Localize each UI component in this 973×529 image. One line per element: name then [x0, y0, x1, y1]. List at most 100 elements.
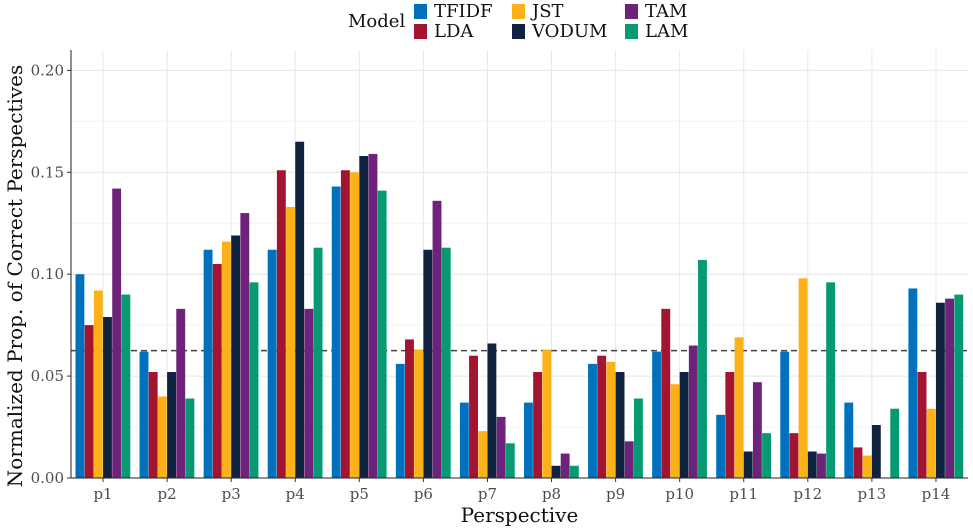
legend-swatch-lda	[414, 24, 427, 39]
bar-jst-p11	[734, 337, 744, 478]
legend-title: Model	[348, 11, 405, 32]
bar-tam-p4	[304, 308, 314, 478]
bar-tfidf-p13	[844, 402, 854, 478]
bar-tfidf-p10	[652, 351, 662, 478]
legend-label-lam: LAM	[645, 21, 688, 42]
bar-lda-p3	[212, 264, 222, 478]
bar-lda-p9	[597, 355, 607, 478]
bar-jst-p6	[414, 349, 424, 478]
bar-tfidf-p6	[395, 363, 405, 478]
bar-lda-p13	[853, 447, 863, 478]
bar-lam-p14	[954, 294, 964, 478]
bar-lda-p8	[533, 372, 543, 478]
bar-lam-p11	[762, 433, 772, 478]
bar-jst-p8	[542, 349, 552, 478]
bar-lam-p9	[633, 398, 643, 478]
x-tick-label-p6: p6	[414, 485, 433, 503]
bar-tam-p14	[945, 298, 955, 478]
y-axis-title: Normalized Prop. of Correct Perspectives	[3, 65, 27, 487]
bar-vodum-p10	[679, 372, 689, 478]
bar-vodum-p6	[423, 249, 433, 478]
bar-tam-p2	[176, 308, 186, 478]
bar-tfidf-p4	[267, 249, 277, 478]
x-tick-label-p1: p1	[93, 485, 112, 503]
bar-lda-p2	[148, 372, 158, 478]
bar-lda-p11	[725, 372, 735, 478]
bar-tfidf-p7	[459, 402, 469, 478]
bar-tfidf-p5	[331, 186, 341, 479]
x-axis-title: Perspective	[461, 503, 579, 527]
bar-lam-p8	[569, 465, 579, 478]
legend-swatch-lam	[625, 24, 638, 39]
bar-vodum-p11	[743, 451, 753, 478]
bar-vodum-p13	[871, 425, 881, 478]
legend-label-tfidf: TFIDF	[434, 1, 493, 22]
bar-jst-p3	[221, 241, 231, 478]
bar-vodum-p8	[551, 465, 561, 478]
x-tick-label-p13: p13	[858, 485, 887, 503]
bar-lam-p6	[441, 247, 451, 478]
bar-vodum-p1	[103, 316, 112, 478]
x-tick-label-p10: p10	[665, 485, 694, 503]
x-tick-label-p12: p12	[793, 485, 822, 503]
x-tick-label-p9: p9	[606, 485, 625, 503]
y-tick-label: 0.00	[31, 469, 64, 487]
legend-label-vodum: VODUM	[531, 21, 607, 42]
bar-lda-p12	[789, 433, 799, 478]
bar-lam-p13	[890, 408, 900, 478]
legend-swatch-vodum	[512, 24, 525, 39]
bar-lda-p7	[469, 355, 478, 478]
x-tick-label-p7: p7	[478, 485, 497, 503]
y-tick-label: 0.20	[31, 61, 64, 79]
bar-lda-p5	[340, 170, 350, 478]
bar-lda-p14	[917, 372, 927, 478]
legend-swatch-jst	[512, 4, 525, 19]
bar-lda-p10	[661, 308, 671, 478]
bar-jst-p1	[93, 290, 103, 478]
bars	[75, 141, 964, 479]
bar-tfidf-p3	[203, 249, 213, 478]
bar-vodum-p2	[167, 372, 176, 478]
bar-jst-p9	[606, 361, 616, 478]
bar-lda-p4	[276, 170, 286, 478]
bar-lam-p1	[121, 294, 131, 478]
legend-label-jst: JST	[530, 1, 564, 22]
x-tick-labels: p1 p2 p3 p4 p5 p6 p7 p8 p9 p10 p11 p12 p13 p14	[93, 478, 950, 503]
bar-jst-p10	[670, 384, 680, 478]
bar-lam-p5	[377, 190, 387, 478]
bar-jst-p4	[286, 206, 295, 478]
bar-vodum-p9	[615, 372, 625, 478]
bar-lam-p7	[505, 443, 515, 478]
x-tick-label-p14: p14	[922, 485, 951, 503]
bar-tfidf-p2	[139, 351, 149, 478]
bar-vodum-p4	[295, 141, 305, 478]
bar-lam-p12	[826, 282, 836, 478]
bar-jst-p7	[478, 431, 488, 478]
bar-tam-p9	[624, 441, 634, 478]
bar-tam-p12	[817, 453, 826, 478]
bar-tam-p3	[240, 213, 250, 479]
bar-lam-p4	[313, 247, 323, 478]
axes	[70, 50, 968, 479]
bar-tam-p8	[560, 453, 570, 478]
bar-tam-p7	[496, 416, 506, 478]
bar-lam-p2	[185, 398, 195, 478]
bar-lda-p1	[84, 325, 94, 478]
bar-vodum-p14	[935, 302, 945, 478]
legend-swatch-tam	[625, 4, 638, 19]
bar-tam-p10	[688, 345, 698, 478]
bar-vodum-p7	[487, 343, 497, 478]
bar-jst-p2	[157, 396, 167, 478]
x-tick-label-p4: p4	[286, 485, 305, 503]
bar-lam-p10	[698, 259, 707, 478]
x-tick-label-p8: p8	[542, 485, 561, 503]
bar-tfidf-p12	[780, 351, 790, 478]
legend-label-tam: TAM	[645, 1, 687, 22]
bar-tam-p6	[432, 200, 442, 479]
bar-tam-p5	[368, 153, 378, 478]
bar-tfidf-p11	[716, 414, 726, 478]
bar-lam-p3	[249, 282, 259, 478]
y-tick-label: 0.05	[31, 367, 64, 385]
bar-jst-p13	[862, 455, 872, 478]
